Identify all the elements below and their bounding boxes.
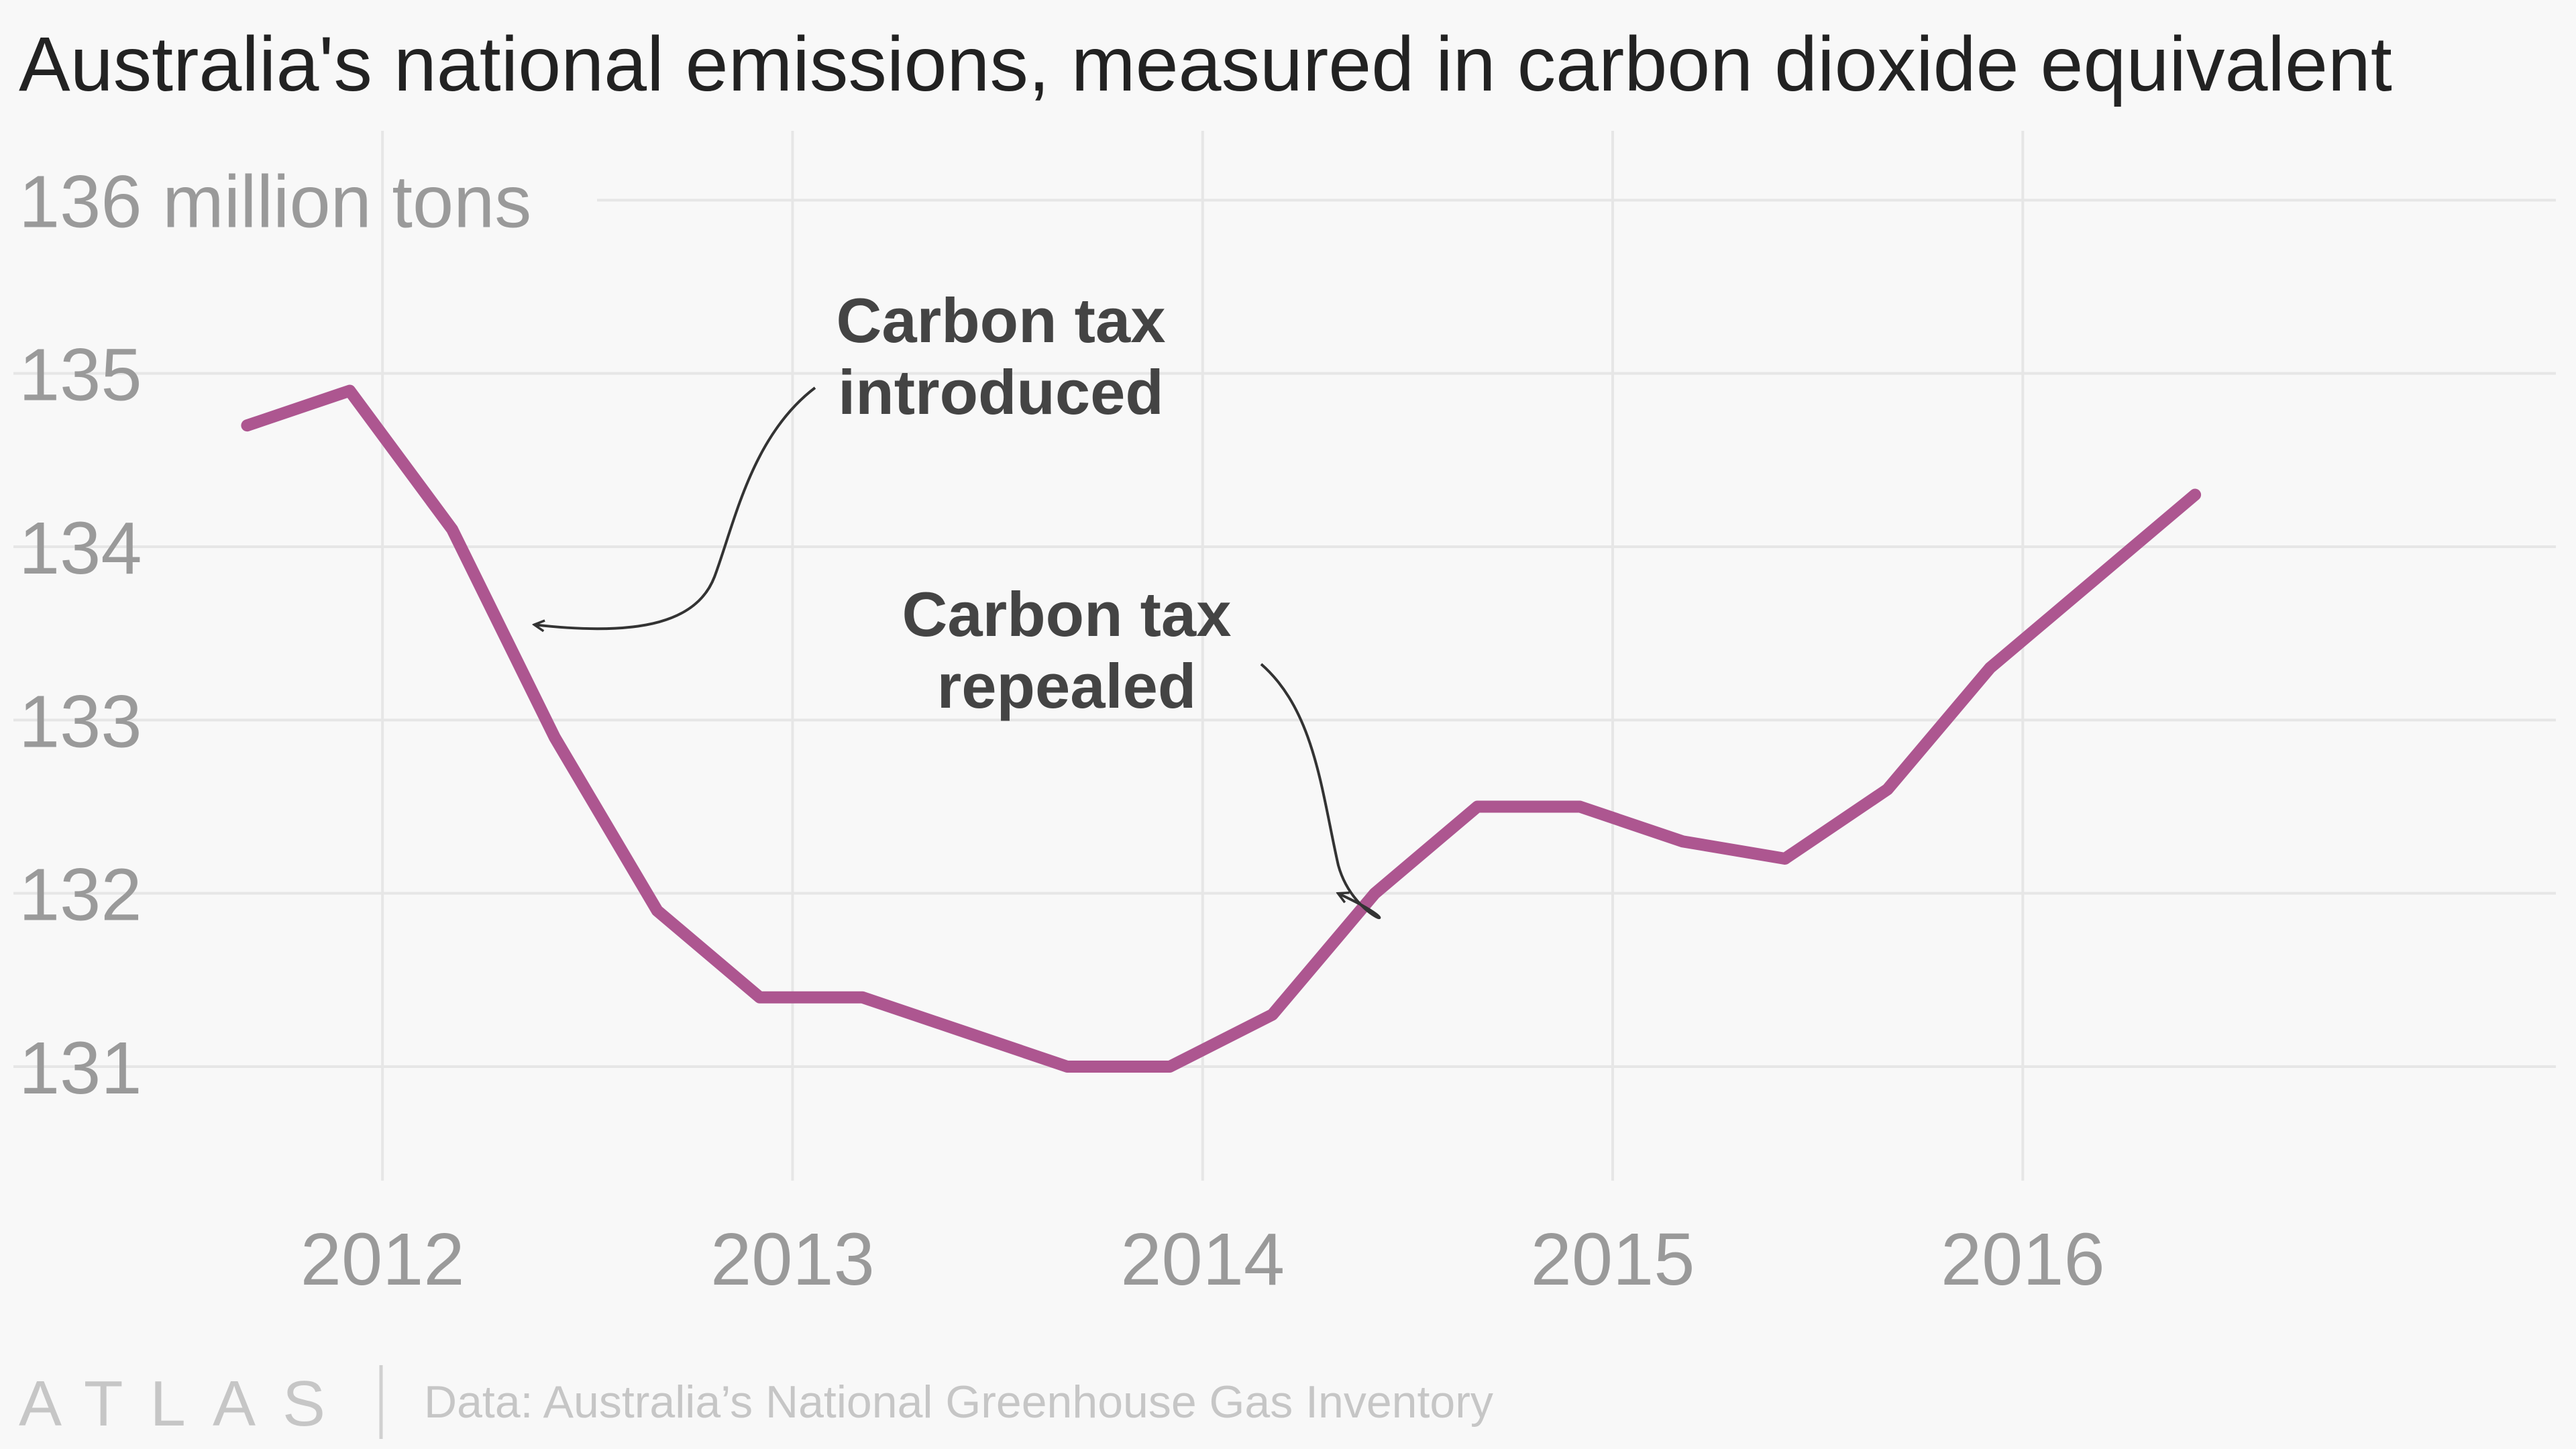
source-note: Data: Australia’s National Greenhouse Ga…: [424, 1377, 1493, 1428]
footer: ATLAS Data: Australia’s National Greenho…: [19, 1365, 1493, 1440]
y-tick-label: 134: [19, 507, 142, 590]
y-axis: 131 132 133 134 135 136 million tons: [19, 160, 531, 1110]
annotation-label: introduced: [838, 357, 1164, 427]
annotation-arrow: [534, 386, 816, 629]
series: [241, 384, 2202, 1073]
y-tick-label: 133: [19, 680, 142, 763]
annotation-label: repealed: [937, 651, 1197, 721]
emissions-line: [241, 384, 2202, 1073]
x-tick-label: 2014: [1120, 1218, 1285, 1301]
atlas-logo: ATLAS: [19, 1368, 352, 1440]
annotation-label: Carbon tax: [837, 285, 1166, 356]
grid: [13, 131, 2556, 1181]
x-tick-label: 2015: [1531, 1218, 1695, 1301]
y-tick-label: 132: [19, 854, 142, 936]
x-tick-label: 2012: [301, 1218, 465, 1301]
x-tick-label: 2016: [1941, 1218, 2105, 1301]
annotation-arrow: [1260, 663, 1381, 920]
x-tick-label: 2013: [710, 1218, 875, 1301]
chart-title: Australia's national emissions, measured…: [19, 21, 2392, 107]
y-tick-label: 135: [19, 334, 142, 417]
y-tick-label: 131: [19, 1027, 142, 1110]
annotation-label: Carbon tax: [902, 579, 1232, 649]
x-axis: 2012 2013 2014 2015 2016: [301, 1218, 2105, 1301]
y-tick-label: 136 million tons: [19, 160, 531, 243]
